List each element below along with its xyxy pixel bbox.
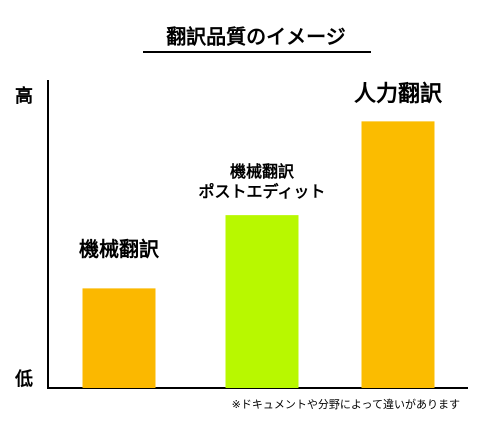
bar xyxy=(82,288,156,388)
bar xyxy=(361,121,435,389)
bar xyxy=(225,215,299,388)
note: ※ドキュメントや分野によって違いがあります xyxy=(232,397,460,411)
y-tick-label: 低 xyxy=(14,368,33,390)
y-tick-label: 高 xyxy=(15,85,33,107)
bar-label: 機械翻訳 ポストエディット xyxy=(198,161,326,202)
bar-label: 機械翻訳 xyxy=(79,237,159,262)
chart-title: 翻訳品質のイメージ xyxy=(166,25,346,49)
bar-label: 人力翻訳 xyxy=(353,81,442,107)
